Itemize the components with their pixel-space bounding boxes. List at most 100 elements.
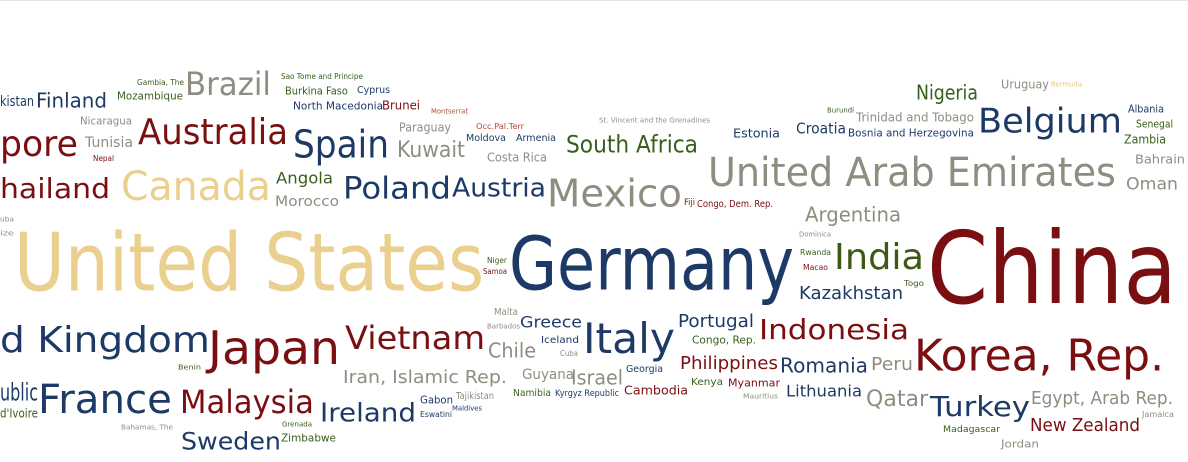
word-morocco[interactable]: Morocco xyxy=(275,194,340,211)
word-japan[interactable]: Japan xyxy=(208,321,341,376)
word-ireland[interactable]: Ireland xyxy=(320,398,417,429)
word-bahrain[interactable]: Bahrain xyxy=(1135,152,1185,167)
word-kenya[interactable]: Kenya xyxy=(691,377,723,389)
word-italy[interactable]: Italy xyxy=(583,314,676,364)
word-poland[interactable]: Poland xyxy=(343,171,451,207)
word-malta[interactable]: Malta xyxy=(494,307,519,319)
word-occ-pal-terr[interactable]: Occ.Pal.Terr xyxy=(476,121,525,131)
word-zambia[interactable]: Zambia xyxy=(1124,132,1166,147)
word-senegal[interactable]: Senegal xyxy=(1136,117,1174,131)
word-tajikistan[interactable]: Tajikistan xyxy=(456,391,495,403)
word-congo-dem-rep[interactable]: Congo, Dem. Rep. xyxy=(697,199,774,211)
word-spain[interactable]: Spain xyxy=(293,122,389,167)
word-portugal[interactable]: Portugal xyxy=(678,310,754,332)
word-uruguay[interactable]: Uruguay xyxy=(1001,77,1049,92)
word-bahamas-the[interactable]: Bahamas, The xyxy=(121,423,173,432)
word-singapore[interactable]: pore xyxy=(0,123,78,165)
word-cuba-partial[interactable]: uba xyxy=(0,215,15,224)
word-pakistan[interactable]: kistan xyxy=(0,94,34,111)
word-gambia-the[interactable]: Gambia, The xyxy=(137,77,184,87)
word-south-africa[interactable]: South Africa xyxy=(566,130,698,159)
word-kyrgyz-republic[interactable]: Kyrgyz Republic xyxy=(555,388,620,399)
word-fiji[interactable]: Fiji xyxy=(684,197,695,208)
word-paraguay[interactable]: Paraguay xyxy=(399,120,451,135)
word-croatia[interactable]: Croatia xyxy=(796,119,846,138)
word-austria[interactable]: Austria xyxy=(452,173,546,204)
word-mozambique[interactable]: Mozambique xyxy=(117,89,184,103)
word-romania[interactable]: Romania xyxy=(780,353,868,378)
word-maldives[interactable]: Maldives xyxy=(452,404,482,413)
word-brunei[interactable]: Brunei xyxy=(382,98,420,113)
word-thailand[interactable]: hailand xyxy=(0,172,111,206)
word-eswatini[interactable]: Eswatini xyxy=(420,409,452,419)
word-congo-rep[interactable]: Congo, Rep. xyxy=(692,333,757,347)
word-georgia[interactable]: Georgia xyxy=(626,364,663,376)
word-guyana[interactable]: Guyana xyxy=(522,367,574,384)
word-barbados[interactable]: Barbados xyxy=(487,322,521,331)
word-france[interactable]: France xyxy=(38,376,172,423)
word-nigeria[interactable]: Nigeria xyxy=(916,80,978,105)
word-belgium[interactable]: Belgium xyxy=(978,101,1122,142)
word-madagascar[interactable]: Madagascar xyxy=(943,424,1000,435)
word-new-zealand[interactable]: New Zealand xyxy=(1030,414,1141,436)
word-canada[interactable]: Canada xyxy=(121,163,271,210)
word-jamaica[interactable]: Jamaica xyxy=(1142,409,1174,419)
word-namibia[interactable]: Namibia xyxy=(513,388,551,400)
word-germany[interactable]: Germany xyxy=(509,221,795,308)
word-myanmar[interactable]: Myanmar xyxy=(728,376,781,390)
word-trinidad-and-tobago[interactable]: Trinidad and Tobago xyxy=(856,110,974,125)
word-brazil[interactable]: Brazil xyxy=(185,65,271,104)
word-malaysia[interactable]: Malaysia xyxy=(180,383,314,422)
word-sao-tome-and-principe[interactable]: Sao Tome and Principe xyxy=(281,71,363,81)
word-albania[interactable]: Albania xyxy=(1128,102,1164,116)
word-korea-rep[interactable]: Korea, Rep. xyxy=(914,330,1165,382)
word-nepal[interactable]: Nepal xyxy=(93,153,115,163)
word-north-macedonia[interactable]: North Macedonia xyxy=(293,99,384,113)
word-benin[interactable]: Benin xyxy=(178,363,202,372)
word-grenada[interactable]: Grenada xyxy=(282,420,313,429)
word-armenia[interactable]: Armenia xyxy=(516,133,556,145)
word-cambodia[interactable]: Cambodia xyxy=(624,383,689,398)
word-st-vincent-and-the-grenadines[interactable]: St. Vincent and the Grenadines xyxy=(599,116,711,125)
word-moldova[interactable]: Moldova xyxy=(466,133,506,145)
word-chile[interactable]: Chile xyxy=(488,338,537,363)
word-united-states[interactable]: United States xyxy=(14,216,485,310)
word-australia[interactable]: Australia xyxy=(138,111,289,153)
word-iceland[interactable]: Iceland xyxy=(541,335,580,347)
word-turkey[interactable]: Turkey xyxy=(930,390,1030,424)
word-burkina-faso[interactable]: Burkina Faso xyxy=(285,84,348,98)
word-lithuania[interactable]: Lithuania xyxy=(786,381,863,401)
word-rwanda[interactable]: Rwanda xyxy=(800,247,832,257)
word-indonesia[interactable]: Indonesia xyxy=(759,313,910,347)
word-costa-rica[interactable]: Costa Rica xyxy=(487,150,547,165)
word-czech-republic[interactable]: ublic xyxy=(0,378,39,407)
word-iran-islamic-rep[interactable]: Iran, Islamic Rep. xyxy=(343,366,507,388)
word-cuba[interactable]: Cuba xyxy=(560,348,578,358)
word-cote-d-ivoire[interactable]: d'Ivoire xyxy=(0,406,39,421)
word-montserrat[interactable]: Montserrat xyxy=(431,107,468,116)
word-sweden[interactable]: Sweden xyxy=(181,427,281,456)
word-india[interactable]: India xyxy=(834,236,925,278)
word-belize-partial[interactable]: ize xyxy=(0,229,15,238)
word-argentina[interactable]: Argentina xyxy=(805,202,902,227)
word-samoa[interactable]: Samoa xyxy=(483,266,507,276)
word-zimbabwe[interactable]: Zimbabwe xyxy=(281,431,337,445)
word-gabon[interactable]: Gabon xyxy=(420,393,454,407)
word-switzerland[interactable]: Switzerland xyxy=(280,0,283,2)
word-cyprus[interactable]: Cyprus xyxy=(357,85,391,97)
word-niger[interactable]: Niger xyxy=(487,255,507,265)
word-oman[interactable]: Oman xyxy=(1126,174,1179,195)
word-united-arab-emirates[interactable]: United Arab Emirates xyxy=(708,149,1116,196)
word-finland[interactable]: Finland xyxy=(36,88,107,113)
word-greece[interactable]: Greece xyxy=(520,312,583,332)
word-dominica[interactable]: Dominica xyxy=(799,230,832,239)
word-israel[interactable]: Israel xyxy=(571,365,623,390)
word-mexico[interactable]: Mexico xyxy=(547,171,682,216)
word-jordan[interactable]: Jordan xyxy=(1001,437,1040,451)
word-qatar[interactable]: Qatar xyxy=(866,386,929,412)
word-egypt-arab-rep[interactable]: Egypt, Arab Rep. xyxy=(1031,387,1173,409)
word-bosnia-and-herzegovina[interactable]: Bosnia and Herzegovina xyxy=(848,126,974,140)
word-kazakhstan[interactable]: Kazakhstan xyxy=(799,282,904,304)
word-angola[interactable]: Angola xyxy=(276,168,333,188)
word-mauritius[interactable]: Mauritius xyxy=(743,392,778,401)
